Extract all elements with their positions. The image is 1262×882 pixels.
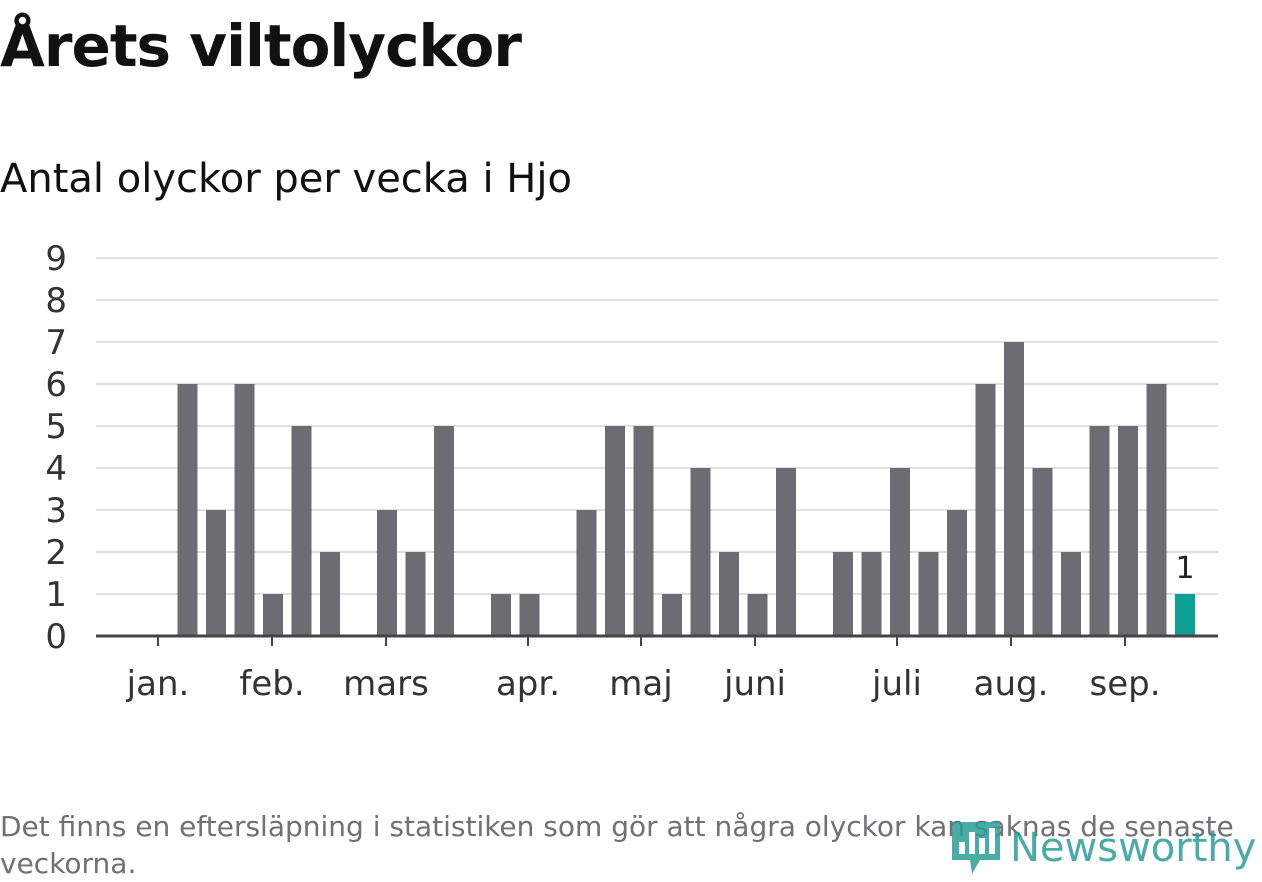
bar: [434, 426, 454, 636]
y-tick-label: 8: [45, 281, 67, 321]
chart-subtitle: Antal olyckor per vecka i Hjo: [0, 156, 572, 202]
bar: [833, 552, 853, 636]
bar: [1146, 384, 1167, 636]
bar: [320, 552, 340, 636]
bar: [975, 384, 996, 636]
bar: [576, 510, 597, 636]
bar: [1004, 342, 1024, 636]
x-tick-label: apr.: [496, 664, 560, 704]
bar: [747, 594, 768, 636]
bar: [491, 594, 511, 636]
bar: [1032, 468, 1053, 636]
bar: [519, 594, 540, 636]
x-tick-label: jan.: [126, 664, 190, 704]
bar: [890, 468, 910, 636]
footnote: Det finns en eftersläpning i statistiken…: [0, 810, 1234, 880]
bar: [776, 468, 796, 636]
x-tick-label: maj: [609, 664, 672, 704]
bar: [633, 426, 654, 636]
y-tick-label: 3: [45, 491, 67, 531]
y-tick-label: 0: [45, 617, 67, 657]
bar: [719, 552, 739, 636]
bar-highlight: [1175, 594, 1195, 636]
bar: [1089, 426, 1110, 636]
newsworthy-wordmark: Newsworthy: [1010, 825, 1257, 871]
bar: [861, 552, 882, 636]
bar: [206, 510, 226, 636]
y-tick-label: 4: [45, 449, 67, 489]
bar: [1061, 552, 1081, 636]
x-tick-label: juli: [871, 664, 922, 704]
newsworthy-logo: Newsworthy: [950, 818, 1256, 878]
bar: [690, 468, 711, 636]
x-tick-label: sep.: [1089, 664, 1160, 704]
y-tick-label: 6: [45, 365, 67, 405]
y-tick-label: 1: [45, 575, 67, 615]
y-tick-label: 2: [45, 533, 67, 573]
newsworthy-bar-chart-icon: [952, 822, 1000, 874]
bar: [234, 384, 255, 636]
bar: [662, 594, 682, 636]
x-tick-label: feb.: [239, 664, 304, 704]
bar: [377, 510, 397, 636]
bar: [605, 426, 625, 636]
x-tick-label: aug.: [974, 664, 1049, 704]
y-tick-label: 5: [45, 407, 67, 447]
chart-title: Årets viltolyckor: [0, 12, 522, 80]
bar: [918, 552, 939, 636]
y-tick-label: 7: [45, 323, 67, 363]
data-label: 1: [1175, 551, 1194, 586]
y-tick-label: 9: [45, 239, 67, 279]
bar: [405, 552, 426, 636]
bar: [263, 594, 283, 636]
x-tick-label: mars: [343, 664, 429, 704]
x-tick-label: juni: [723, 664, 786, 704]
bar: [177, 384, 198, 636]
bar: [291, 426, 312, 636]
bar: [1118, 426, 1138, 636]
bar: [947, 510, 967, 636]
